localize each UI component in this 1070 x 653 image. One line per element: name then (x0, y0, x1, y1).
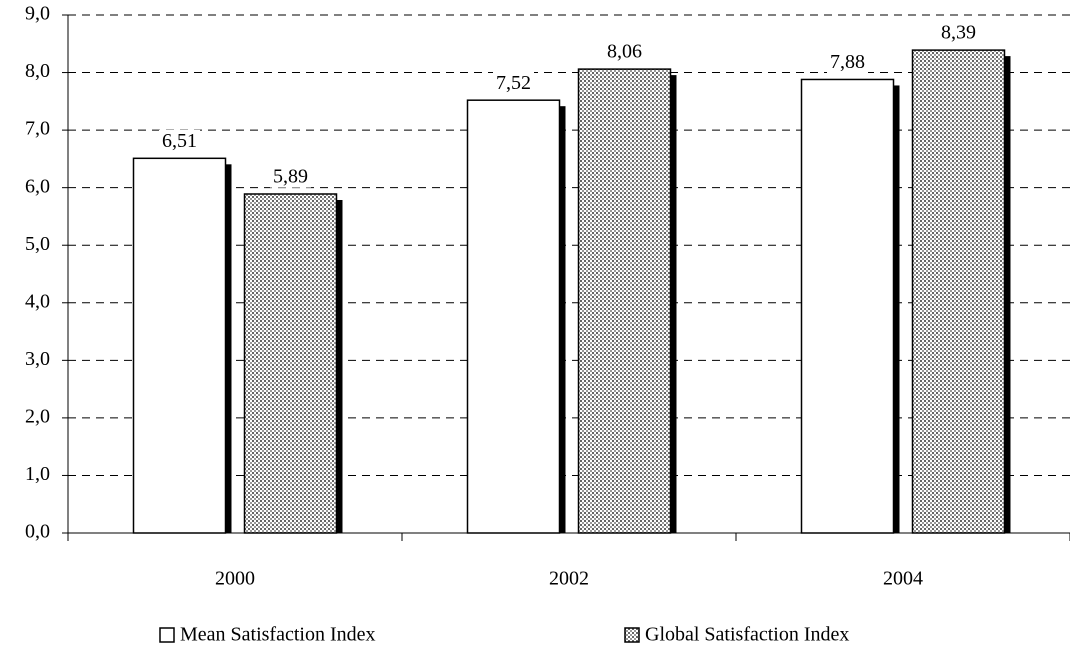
legend-swatch (624, 627, 640, 643)
x-tick-label: 2000 (215, 568, 255, 590)
x-tick-label: 2002 (549, 568, 589, 590)
value-label-bg (604, 40, 645, 63)
value-label-bg (827, 51, 868, 74)
y-tick-label: 9,0 (25, 3, 50, 25)
y-tick-label: 6,0 (25, 175, 50, 197)
value-label-bg (270, 165, 311, 188)
y-tick-label: 8,0 (25, 60, 50, 82)
legend-swatch (159, 627, 175, 643)
bar (243, 193, 338, 534)
value-label: 5,89 (273, 166, 308, 188)
y-tick-label: 5,0 (25, 233, 50, 255)
value-label: 7,52 (496, 72, 531, 94)
bar (577, 68, 672, 534)
value-label: 7,88 (830, 51, 865, 73)
value-label: 8,06 (607, 41, 642, 63)
bar (132, 157, 227, 534)
y-tick-label: 2,0 (25, 405, 50, 427)
value-label-bg (493, 71, 534, 94)
bar (466, 99, 561, 534)
x-tick-label: 2004 (883, 568, 923, 590)
value-label: 8,39 (941, 22, 976, 44)
y-tick-label: 7,0 (25, 118, 50, 140)
value-label-bg (938, 21, 979, 44)
value-label: 6,51 (162, 130, 197, 152)
y-tick-label: 4,0 (25, 290, 50, 312)
value-label-bg (159, 129, 200, 152)
legend-label: Global Satisfaction Index (645, 624, 849, 646)
bar (911, 49, 1006, 534)
y-tick-label: 3,0 (25, 348, 50, 370)
y-tick-label: 0,0 (25, 521, 50, 543)
bar (800, 78, 895, 534)
y-tick-label: 1,0 (25, 463, 50, 485)
legend-label: Mean Satisfaction Index (180, 624, 376, 646)
